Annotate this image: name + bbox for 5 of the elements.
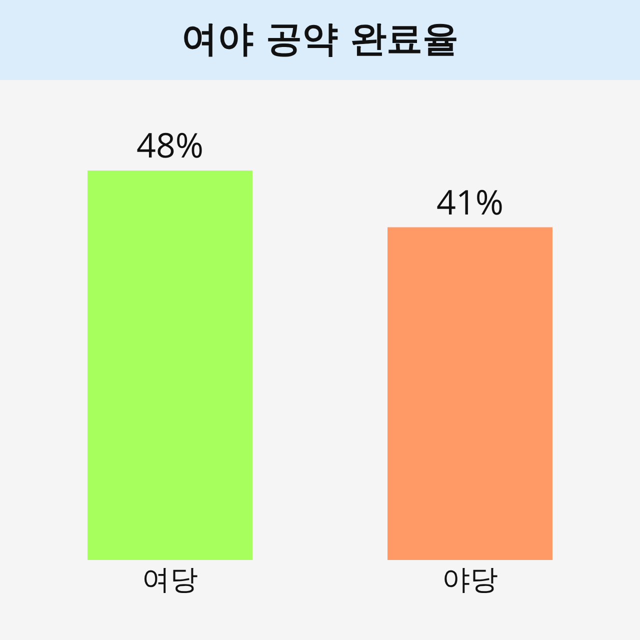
data-label: 48% bbox=[136, 122, 204, 168]
data-label: 41% bbox=[436, 178, 504, 224]
chart-title: 여야 공약 완료율 bbox=[0, 0, 640, 80]
x-tick-label: 여당 bbox=[142, 560, 198, 598]
x-tick-label: 야당 bbox=[442, 560, 498, 598]
